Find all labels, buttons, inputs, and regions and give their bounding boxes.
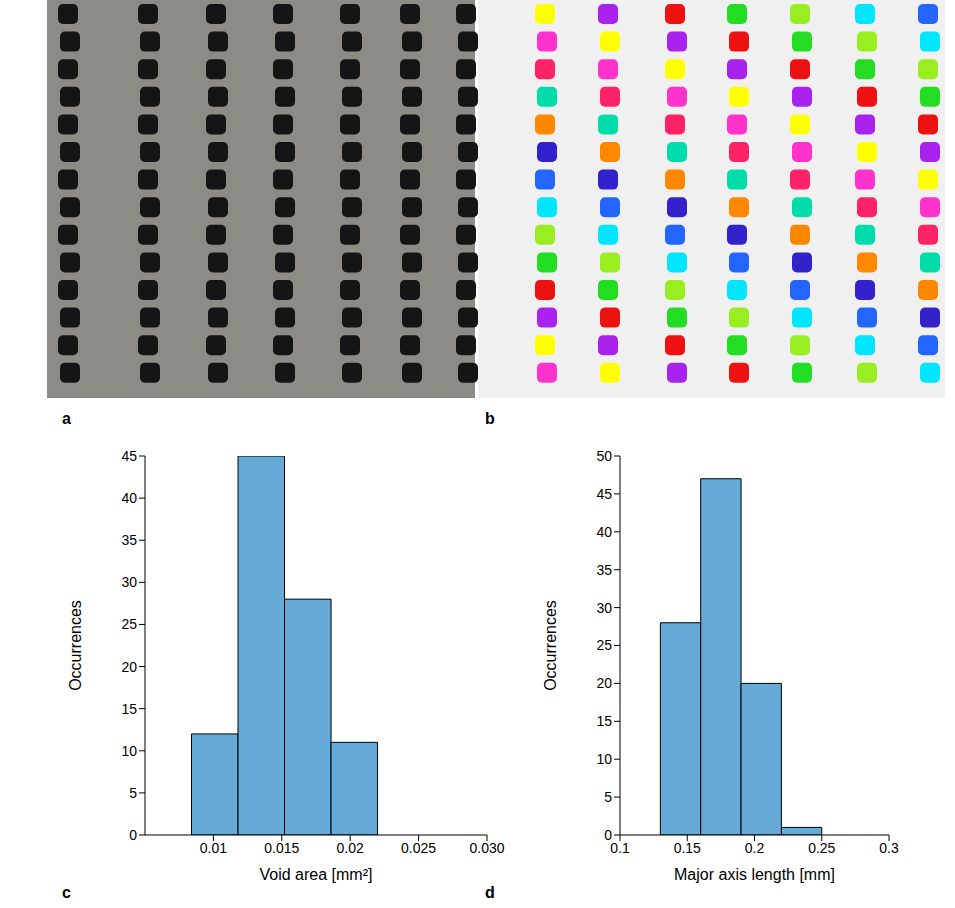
svg-text:15: 15 <box>596 713 612 729</box>
svg-text:45: 45 <box>596 486 612 502</box>
svg-text:5: 5 <box>604 789 612 805</box>
svg-text:0.15: 0.15 <box>674 840 701 856</box>
svg-text:25: 25 <box>596 637 612 653</box>
svg-text:50: 50 <box>596 448 612 464</box>
svg-text:20: 20 <box>121 659 137 675</box>
svg-text:40: 40 <box>121 490 137 506</box>
svg-text:35: 35 <box>121 532 137 548</box>
svg-text:0.015: 0.015 <box>264 840 299 856</box>
svg-text:0: 0 <box>604 827 612 843</box>
html-text:c: c <box>62 884 71 901</box>
svg-text:0.02: 0.02 <box>337 840 364 856</box>
svg-text:Occurrences: Occurrences <box>67 600 84 691</box>
svg-text:45: 45 <box>121 448 137 464</box>
svg-text:Major axis length [mm]: Major axis length [mm] <box>674 866 835 883</box>
svg-text:10: 10 <box>596 751 612 767</box>
svg-text:0.01: 0.01 <box>200 840 227 856</box>
html-text:a: a <box>62 410 71 427</box>
svg-text:0.030: 0.030 <box>469 840 504 856</box>
svg-text:30: 30 <box>596 600 612 616</box>
svg-text:5: 5 <box>129 785 137 801</box>
svg-text:0.025: 0.025 <box>401 840 436 856</box>
svg-text:0.1: 0.1 <box>610 840 630 856</box>
svg-text:30: 30 <box>121 574 137 590</box>
svg-text:Occurrences: Occurrences <box>542 600 559 691</box>
svg-text:20: 20 <box>596 675 612 691</box>
svg-text:0.25: 0.25 <box>808 840 835 856</box>
svg-text:0.3: 0.3 <box>879 840 899 856</box>
html-text:b: b <box>485 410 495 427</box>
svg-text:35: 35 <box>596 562 612 578</box>
svg-text:0: 0 <box>129 827 137 843</box>
svg-text:10: 10 <box>121 743 137 759</box>
svg-text:Void area [mm²]: Void area [mm²] <box>260 866 373 883</box>
svg-text:15: 15 <box>121 701 137 717</box>
svg-text:40: 40 <box>596 524 612 540</box>
html-text:d: d <box>485 884 495 901</box>
svg-text:0.2: 0.2 <box>745 840 765 856</box>
svg-text:25: 25 <box>121 616 137 632</box>
